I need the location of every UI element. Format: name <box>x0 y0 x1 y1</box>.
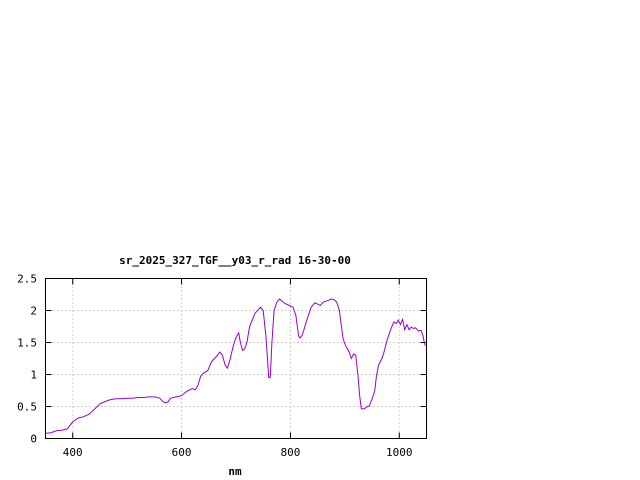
grid-lines <box>45 278 427 439</box>
x-tick-label: 400 <box>63 446 83 459</box>
axis-ticks <box>45 278 427 439</box>
y-tick-label: 1 <box>30 369 37 382</box>
series-line <box>45 298 426 434</box>
tick-labels: 0 0.5 1 1.5 2 2.5 400 600 800 1000 <box>17 273 412 460</box>
y-tick-label: 1.5 <box>17 337 37 350</box>
y-tick-label: 0 <box>30 433 37 446</box>
x-tick-label: 600 <box>172 446 192 459</box>
x-tick-label: 1000 <box>386 446 413 459</box>
series-layer <box>45 298 426 434</box>
plot-frame <box>45 278 427 439</box>
y-tick-label: 0.5 <box>17 401 37 414</box>
chart-title: sr_2025_327_TGF__y03_r_rad 16-30-00 <box>119 254 351 267</box>
x-axis-label: nm <box>228 465 242 478</box>
x-tick-label: 800 <box>280 446 300 459</box>
y-tick-label: 2 <box>30 305 37 318</box>
y-tick-label: 2.5 <box>17 273 37 286</box>
